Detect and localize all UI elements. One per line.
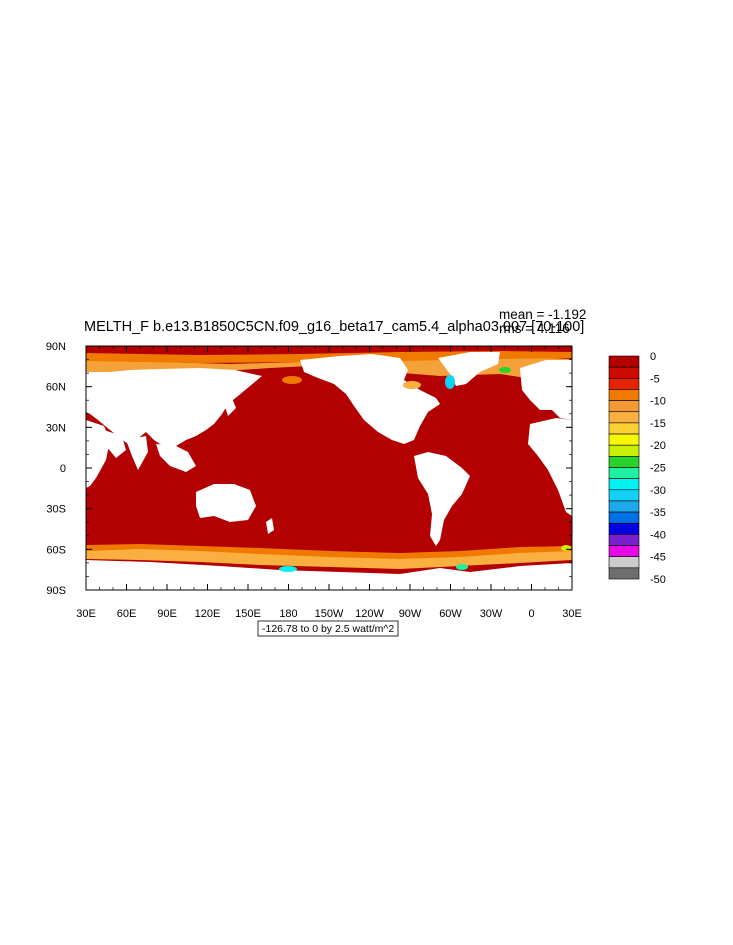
y-tick-label: 60S (46, 544, 66, 556)
y-tick-label: 30N (46, 422, 66, 434)
highlight-antarctic-east (561, 545, 571, 551)
colorbar-label: -40 (650, 529, 666, 541)
y-tick-label: 90N (46, 341, 66, 353)
x-tick-label: 30E (76, 608, 96, 620)
x-tick-label: 30E (562, 608, 582, 620)
highlight-labrador (445, 375, 455, 389)
chart-title: MELTH_F b.e13.B1850C5CN.f09_g16_beta17_c… (84, 319, 584, 335)
y-tick-label: 60N (46, 382, 66, 394)
colorbar-swatch (608, 355, 640, 368)
x-tick-label: 90W (399, 608, 422, 620)
colorbar-swatch (608, 545, 640, 557)
highlight-bering (282, 376, 302, 384)
southern-lightorange-band (86, 549, 572, 569)
colorbar-label: -25 (650, 463, 666, 475)
highlight-weddell (456, 564, 468, 570)
range-note: -126.78 to 0 by 2.5 watt/m^2 (262, 623, 394, 635)
land-south-america (414, 452, 470, 546)
land-nz (266, 518, 274, 534)
land-seasia (156, 444, 196, 472)
colorbar-label: -15 (650, 418, 666, 430)
colorbar-label: -5 (650, 373, 660, 385)
colorbar-swatch (608, 366, 640, 379)
land-antarctica (86, 560, 572, 590)
colorbar-label: -10 (650, 396, 666, 408)
rms-label: rms = 4.116 (499, 321, 570, 336)
map (86, 346, 572, 590)
x-tick-label: 180 (279, 608, 297, 620)
x-tick-label: 150E (235, 608, 261, 620)
colorbar-label: -50 (650, 574, 666, 586)
x-tick-label: 60W (439, 608, 462, 620)
x-tick-label: 30W (480, 608, 503, 620)
land-africa (86, 420, 110, 488)
mean-label: mean = -1.192 (499, 307, 586, 322)
colorbar-swatch (608, 456, 640, 468)
highlight-hudson (403, 381, 421, 389)
colorbar: 0 -5 -10 -15 -20 -25 -30 -35 -40 -45 -50 (608, 351, 666, 586)
colorbar-label: -35 (650, 507, 666, 519)
colorbar-swatch (608, 556, 640, 569)
colorbar-swatch (608, 467, 640, 479)
colorbar-swatch (608, 500, 640, 513)
range-note-box (257, 620, 399, 637)
colorbar-swatch (608, 478, 640, 491)
colorbar-swatch (608, 489, 640, 502)
land-arabia (104, 430, 126, 458)
land-west-africa (528, 418, 572, 516)
highlight-barents (499, 367, 511, 373)
highlight-ross (279, 566, 297, 572)
x-tick-label: 120E (195, 608, 221, 620)
x-tick-label: 90E (157, 608, 177, 620)
y-tick-label: 90S (46, 585, 66, 597)
land-north-america (300, 354, 440, 444)
land-eurasia (86, 368, 262, 448)
arctic-darkorange-band (86, 351, 572, 363)
colorbar-label: -30 (650, 485, 666, 497)
colorbar-swatch (608, 400, 640, 413)
land-japan (224, 398, 236, 416)
y-tick-label: 0 (60, 463, 66, 475)
colorbar-swatch (608, 422, 640, 435)
x-tick-label: 60E (117, 608, 137, 620)
axes: 30E 60E 90E 120E 150E 180 150W 120W 90W 60W 30W 0 30… (46, 341, 582, 620)
colorbar-swatch (608, 433, 640, 446)
colorbar-label: -45 (650, 552, 666, 564)
colorbar-swatch (608, 522, 640, 535)
land-australia (196, 484, 256, 522)
land-europe (520, 360, 572, 420)
y-tick-label: 30S (46, 504, 66, 516)
colorbar-swatch (608, 534, 640, 546)
land (86, 352, 572, 590)
colorbar-swatch (608, 389, 640, 401)
colorbar-swatch (608, 377, 640, 390)
colorbar-swatch (608, 411, 640, 424)
x-tick-label: 150W (315, 608, 344, 620)
x-tick-label: 120W (355, 608, 384, 620)
land-india (126, 436, 148, 470)
colorbar-swatch (608, 444, 640, 457)
colorbar-swatch (608, 567, 640, 580)
colorbar-label: 0 (650, 351, 656, 363)
colorbar-swatch (608, 511, 640, 524)
x-tick-label: 0 (528, 608, 534, 620)
colorbar-label: -20 (650, 440, 666, 452)
